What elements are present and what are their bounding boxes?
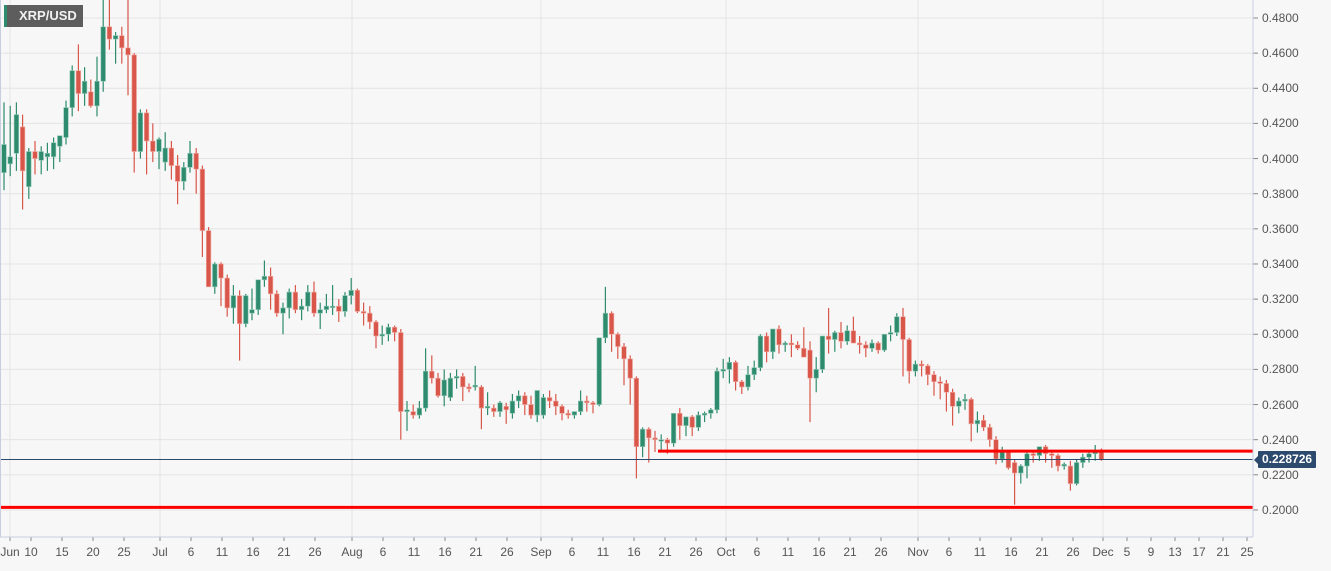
x-tick-label: 5	[1123, 545, 1131, 559]
level-lines	[0, 449, 1253, 509]
x-tick-label: 16	[812, 545, 826, 559]
y-tick-label: 0.2200	[1262, 467, 1299, 482]
x-tick-label: 25	[1240, 545, 1254, 559]
x-tick-label: Dec	[1092, 545, 1114, 559]
x-tick-label: 26	[689, 545, 703, 559]
x-tick-label: Nov	[907, 545, 929, 559]
x-tick-label: 21	[843, 545, 857, 559]
x-tick-label: 26	[874, 545, 888, 559]
x-tick-label: 16	[627, 545, 641, 559]
x-tick-label: Sep	[530, 545, 552, 559]
x-tick-label: 13	[1168, 545, 1182, 559]
x-tick-label: 6	[753, 545, 761, 559]
x-tick-label: Aug	[341, 545, 363, 559]
x-tick-label: 21	[1035, 545, 1049, 559]
y-tick-label: 0.4200	[1262, 116, 1299, 131]
grid-lines	[0, 0, 1253, 537]
y-tick-label: 0.2400	[1262, 432, 1299, 447]
x-tick-label: 26	[500, 545, 514, 559]
x-tick-label: 11	[781, 545, 795, 559]
candles	[1, 0, 1104, 505]
x-tick-label: 16	[246, 545, 260, 559]
x-tick-label: 6	[568, 545, 576, 559]
y-tick-label: 0.2800	[1262, 362, 1299, 377]
x-tick-label: 21	[277, 545, 291, 559]
x-tick-label: 17	[1192, 545, 1206, 559]
y-tick-label: 0.3200	[1262, 292, 1299, 307]
symbol-label: XRP/USD	[4, 5, 83, 27]
x-tick-label: 21	[1216, 545, 1230, 559]
y-tick-label: 0.3600	[1262, 221, 1299, 236]
y-tick-label: 0.3400	[1262, 256, 1299, 271]
y-tick-label: 0.4400	[1262, 81, 1299, 96]
x-tick-label: 21	[658, 545, 672, 559]
y-tick-label: 0.4000	[1262, 151, 1299, 166]
x-tick-label: Jul	[152, 545, 168, 559]
x-tick-label: Jun	[0, 545, 20, 559]
x-tick-label: 25	[117, 545, 131, 559]
x-tick-label: 26	[1066, 545, 1080, 559]
x-tick-label: 11	[215, 545, 229, 559]
x-tick-label: Oct	[716, 545, 736, 559]
x-tick-label: 6	[379, 545, 387, 559]
x-tick-label: 16	[438, 545, 452, 559]
axes	[0, 0, 1258, 541]
y-tick-label: 0.3800	[1262, 186, 1299, 201]
x-tick-label: 11	[407, 545, 421, 559]
y-tick-label: 0.2000	[1262, 502, 1299, 517]
x-tick-label: 15	[55, 545, 69, 559]
x-tick-label: 11	[596, 545, 610, 559]
y-tick-label: 0.4600	[1262, 46, 1299, 61]
x-tick-label: 20	[86, 545, 100, 559]
x-tick-label: 26	[308, 545, 322, 559]
y-tick-label: 0.2600	[1262, 397, 1299, 412]
y-tick-label: 0.3000	[1262, 327, 1299, 342]
y-tick-label: 0.4800	[1262, 11, 1299, 25]
x-tick-label: 9	[1147, 545, 1155, 559]
x-tick-label: 10	[24, 545, 38, 559]
x-tick-label: 21	[469, 545, 483, 559]
x-tick-label: 16	[1004, 545, 1018, 559]
x-tick-label: 6	[945, 545, 953, 559]
current-price-tag: 0.228726	[1253, 451, 1317, 468]
x-tick-label: 6	[187, 545, 195, 559]
x-tick-label: 11	[973, 545, 987, 559]
